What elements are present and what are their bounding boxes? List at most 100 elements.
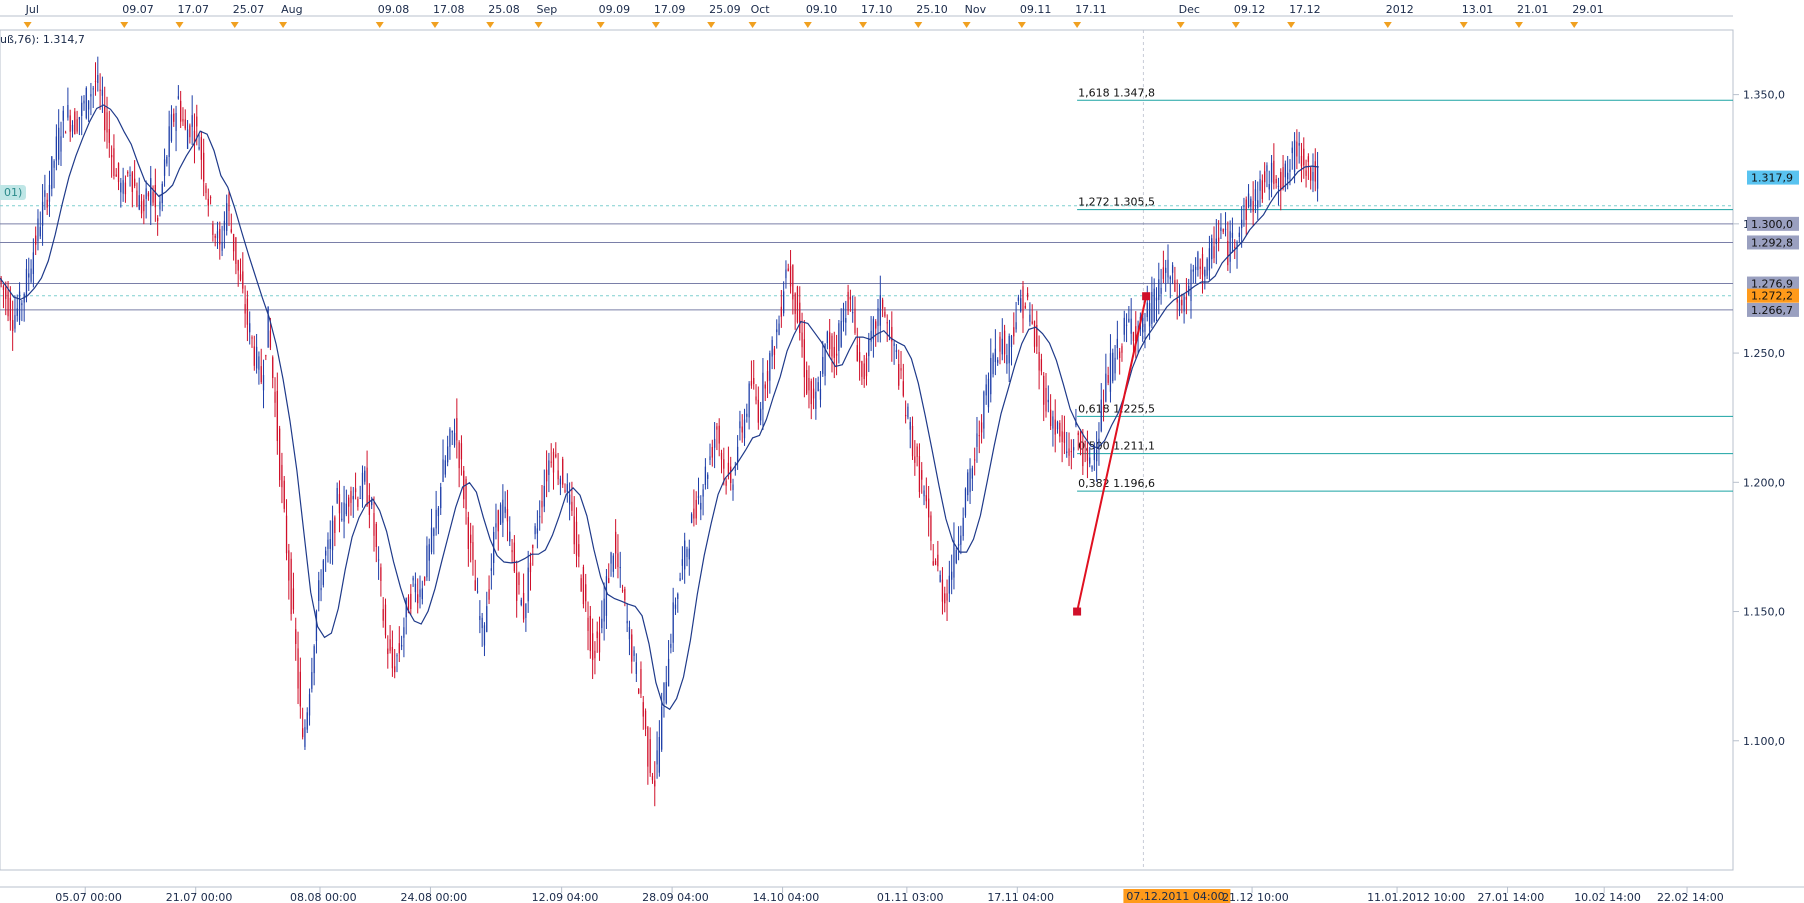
candle-body <box>476 591 479 593</box>
candle-body <box>884 311 886 317</box>
candle-body <box>193 130 196 143</box>
candle-body <box>978 435 980 437</box>
candle-body <box>748 383 750 418</box>
candle-body <box>1307 156 1310 163</box>
candle-body <box>1116 338 1118 349</box>
candle-body <box>1079 431 1082 449</box>
candle-body <box>430 527 433 552</box>
candle-body <box>1128 318 1130 322</box>
candle-body <box>902 381 904 396</box>
candle-body <box>30 268 32 282</box>
candle-body <box>2 285 5 290</box>
candle-body <box>396 655 398 657</box>
candle-body <box>506 508 509 522</box>
candle-body <box>1162 267 1165 279</box>
candle-body <box>502 499 504 523</box>
candle-body <box>1261 180 1263 200</box>
candle-body <box>667 658 670 687</box>
candle-body <box>400 644 403 647</box>
candle-body <box>1176 299 1178 303</box>
candle-body <box>838 323 840 351</box>
candle-body <box>1167 259 1169 278</box>
candle-body <box>1068 448 1070 456</box>
candle-body <box>1142 312 1144 332</box>
candle-body <box>175 112 177 131</box>
price-badge-label: 1.317,9 <box>1751 172 1793 185</box>
candle-body <box>575 521 578 556</box>
candle-body <box>1312 171 1314 181</box>
candle-body <box>725 480 727 486</box>
candle-body <box>654 780 656 787</box>
candle-body <box>783 291 785 314</box>
candle-body <box>1247 193 1250 208</box>
candle-body <box>237 260 239 271</box>
candle-body <box>1264 171 1266 183</box>
candle-body <box>1109 353 1112 392</box>
candle-body <box>621 590 624 592</box>
y-tick-label: 1.350,0 <box>1743 89 1785 102</box>
candle-body <box>1266 165 1268 172</box>
candle-body <box>898 363 900 386</box>
candle-body <box>313 646 315 674</box>
candle-body <box>74 111 76 135</box>
candle-body <box>267 306 269 348</box>
bottom-tick-label: 21.12 10:00 <box>1222 891 1289 903</box>
candle-body <box>71 124 74 132</box>
candle-body <box>1033 320 1036 347</box>
candle-body <box>585 584 587 602</box>
candle-body <box>559 478 562 485</box>
candle-body <box>815 391 817 409</box>
top-tick-label: 09.10 <box>806 3 838 16</box>
candle-body <box>934 560 937 566</box>
candle-body <box>449 429 451 447</box>
candle-body <box>325 550 327 556</box>
candle-body <box>773 348 776 355</box>
candle-body <box>278 428 281 481</box>
candle-body <box>1146 302 1148 318</box>
candle-body <box>700 502 702 510</box>
bottom-tick-label: 07.12.2011 04:00 <box>1126 890 1224 903</box>
candle-body <box>727 462 730 476</box>
candle-body <box>1165 267 1167 273</box>
candle-body <box>628 627 631 640</box>
candle-body <box>976 433 978 447</box>
candle-body <box>808 377 810 391</box>
candle-body <box>858 352 861 363</box>
candle-body <box>955 550 957 563</box>
candle-body <box>713 438 716 448</box>
candle-body <box>255 346 258 369</box>
candle-body <box>799 302 801 334</box>
candle-body <box>244 304 246 314</box>
candle-body <box>1066 451 1068 453</box>
candle-body <box>486 606 488 632</box>
candle-body <box>23 293 25 303</box>
top-tick-marker <box>859 22 868 28</box>
top-tick-label: 17.11 <box>1075 3 1107 16</box>
candle-body <box>835 353 838 356</box>
candle-body <box>354 488 357 493</box>
candle-body <box>562 459 564 485</box>
candle-body <box>274 391 276 403</box>
candle-body <box>265 355 267 357</box>
bottom-tick-label: 28.09 04:00 <box>642 891 709 903</box>
top-tick-label: 09.12 <box>1234 3 1266 16</box>
candle-body <box>235 237 237 264</box>
labels: 1.317,9 1.272,2 <box>1747 170 1799 303</box>
candle-body <box>1199 266 1201 269</box>
candle-body <box>1227 240 1229 266</box>
candle-body <box>718 425 720 444</box>
y-tick-label: 1.200,0 <box>1743 476 1785 489</box>
candle-body <box>1245 199 1247 220</box>
candle-body <box>568 494 571 505</box>
candle-body <box>384 604 387 636</box>
candle-body <box>426 545 428 578</box>
candle-body <box>1125 324 1128 326</box>
y-tick-label: 1.250,0 <box>1743 347 1785 360</box>
top-tick-marker <box>1073 22 1082 28</box>
candle-body <box>907 406 909 418</box>
candle-body <box>25 268 28 298</box>
candle-body <box>826 331 829 344</box>
candle-body <box>651 776 654 781</box>
